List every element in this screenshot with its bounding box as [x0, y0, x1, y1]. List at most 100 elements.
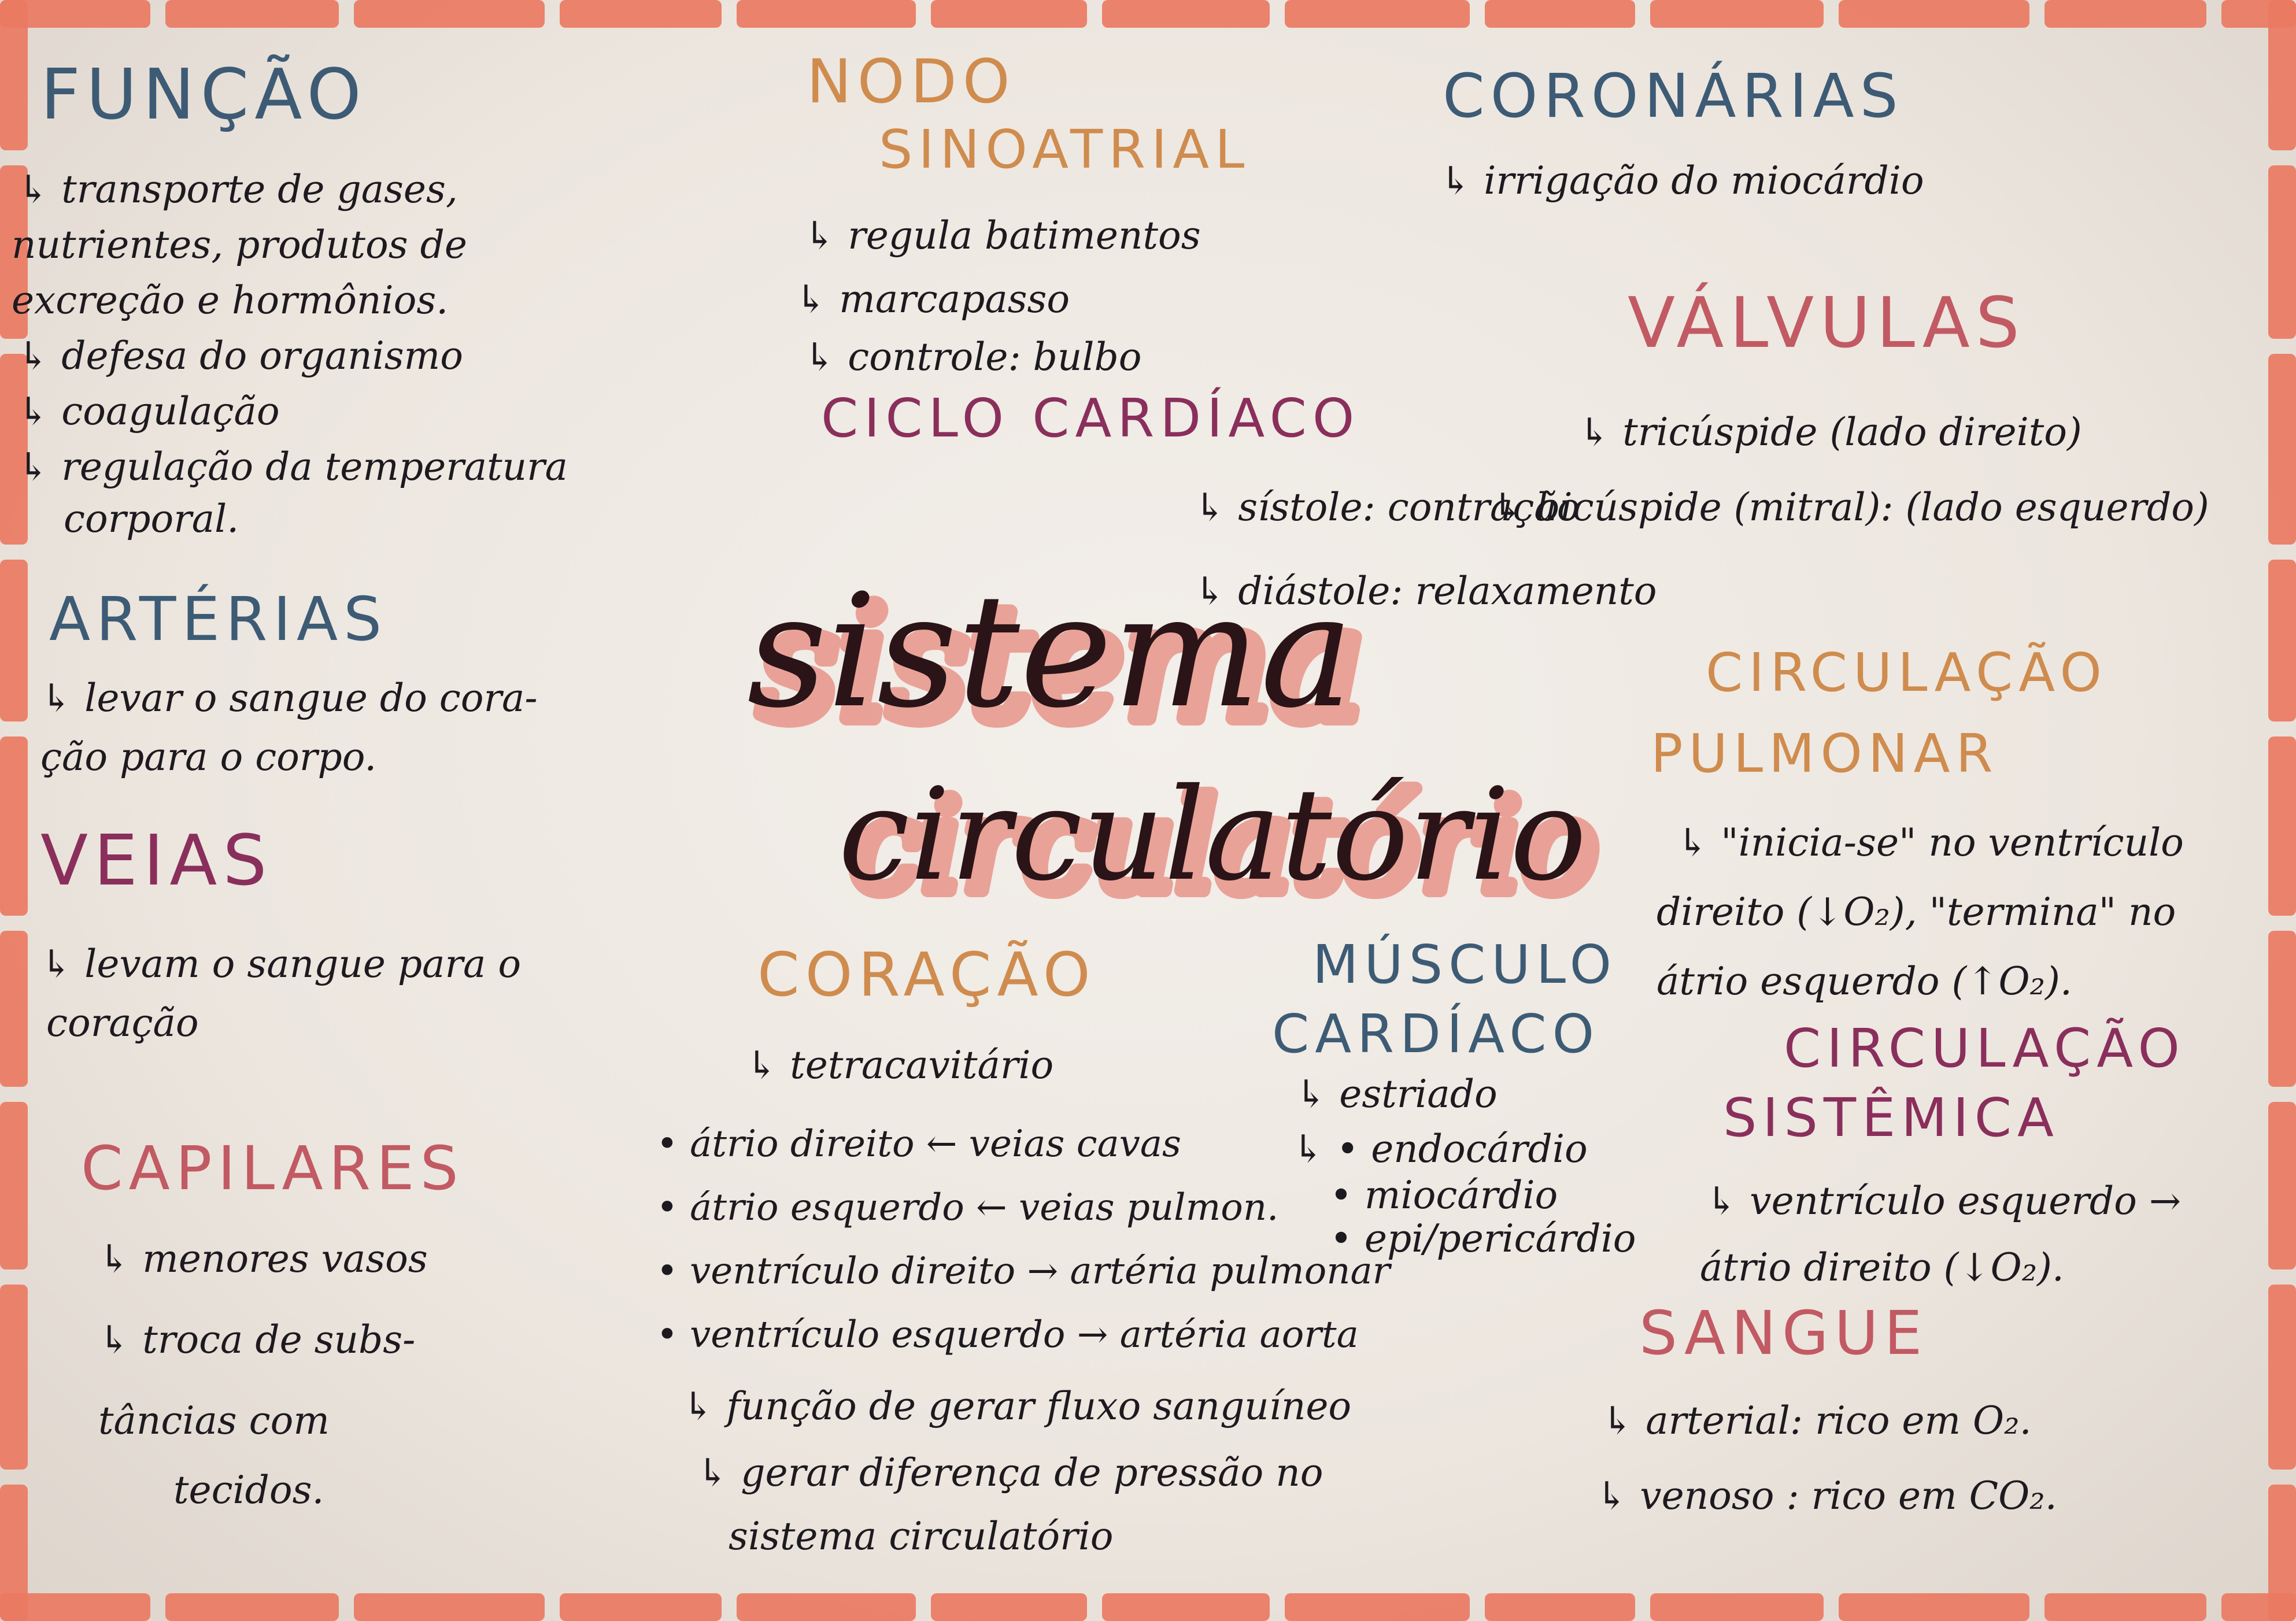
border-segment: [1650, 0, 1824, 28]
title-line2: circulatório: [838, 761, 1587, 909]
border-segment: [1102, 1593, 1270, 1621]
border-bottom: [0, 1593, 2296, 1621]
border-segment: [2268, 1485, 2296, 1621]
border-segment: [0, 931, 28, 1087]
heading-musculo: MÚSCULO: [1312, 934, 1618, 995]
heading-sangue: SANGUE: [1639, 1298, 1928, 1368]
border-segment: [931, 1593, 1087, 1621]
heading-coronarias: CORONÁRIAS: [1443, 61, 1904, 131]
musculo-line-4: • epi/pericárdio: [1330, 1216, 1636, 1261]
border-segment: [2268, 354, 2296, 545]
border-segment: [2268, 0, 2296, 150]
border-segment: [2268, 560, 2296, 721]
ciclo-line-2: ↳ diástole: relaxamento: [1194, 569, 1657, 613]
coracao-sub-2: ↳ gerar diferença de pressão no: [697, 1450, 1323, 1495]
pulmonar-line-2: direito (↓O₂), "termina" no: [1657, 890, 2176, 934]
border-segment: [560, 0, 722, 28]
border-segment: [1485, 0, 1635, 28]
border-segment: [931, 0, 1087, 28]
title-line1: sistema: [747, 567, 1354, 742]
border-segment: [2044, 0, 2206, 28]
nodo-line-2: ↳ marcapasso: [795, 277, 1070, 321]
valvulas-line-2: ↳ bicúspide (mitral): (lado esquerdo): [1492, 485, 2209, 530]
border-segment: [0, 1285, 28, 1470]
heading-ciclo-cardiaco: CICLO CARDÍACO: [821, 387, 1360, 449]
border-segment: [0, 1102, 28, 1270]
coracao-line-1: ↳ tetracavitário: [746, 1043, 1054, 1087]
funcao-line-5: ↳ coagulação: [17, 389, 280, 434]
funcao-line-6: ↳ regulação da temperatura: [17, 445, 568, 489]
border-segment: [0, 0, 28, 150]
border-segment: [0, 737, 28, 916]
border-left: [0, 0, 28, 1621]
heading-sinoatrial: SINOATRIAL: [879, 119, 1251, 180]
coronarias-line-1: ↳ irrigação do miocárdio: [1440, 158, 1924, 203]
valvulas-line-1: ↳ tricúspide (lado direito): [1578, 410, 2082, 454]
border-segment: [0, 560, 28, 721]
border-segment: [2268, 1102, 2296, 1270]
musculo-line-1: ↳ estriado: [1295, 1072, 1498, 1116]
coracao-bullet-4: • ventrículo esquerdo → artéria aorta: [656, 1313, 1359, 1356]
heading-funcao: FUNÇÃO: [40, 55, 367, 135]
border-segment: [165, 0, 339, 28]
border-segment: [1839, 1593, 2029, 1621]
border-right: [2268, 0, 2296, 1621]
coracao-bullet-1: • átrio direito ← veias cavas: [656, 1123, 1181, 1165]
heading-circulacao-sistemica-2: SISTÊMICA: [1723, 1087, 2060, 1149]
capilares-line-1: ↳ menores vasos: [98, 1237, 428, 1281]
border-top: [0, 0, 2296, 28]
ciclo-line-1: ↳ sístole: contração: [1194, 485, 1580, 530]
border-segment: [560, 1593, 722, 1621]
border-segment: [737, 0, 916, 28]
funcao-line-4: ↳ defesa do organismo: [17, 334, 463, 378]
pulmonar-line-3: átrio esquerdo (↑O₂).: [1657, 959, 2072, 1004]
arterias-line-1: ↳ levar o sangue do cora-: [40, 676, 538, 720]
heading-veias: VEIAS: [40, 821, 273, 901]
border-segment: [2268, 931, 2296, 1087]
border-segment: [0, 165, 28, 339]
heading-arterias: ARTÉRIAS: [49, 584, 388, 654]
title-line1-shadow: sistema: [759, 573, 1365, 755]
veias-line-2: coração: [46, 1001, 199, 1045]
border-segment: [0, 1485, 28, 1621]
border-segment: [354, 1593, 545, 1621]
capilares-line-2: ↳ troca de subs-: [98, 1317, 416, 1362]
sistemica-line-2: átrio direito (↓O₂).: [1700, 1245, 2064, 1290]
border-segment: [737, 1593, 916, 1621]
funcao-line-2: nutrientes, produtos de: [12, 223, 467, 267]
coracao-sub-3: sistema circulatório: [729, 1514, 1114, 1559]
heading-coracao: CORAÇÃO: [757, 939, 1096, 1010]
border-segment: [2268, 1285, 2296, 1470]
heading-circulacao-pulmonar-1: CIRCULAÇÃO: [1706, 642, 2108, 704]
arterias-line-2: ção para o corpo.: [40, 735, 377, 779]
coracao-sub-1: ↳ função de gerar fluxo sanguíneo: [682, 1384, 1352, 1428]
coracao-bullet-2: • átrio esquerdo ← veias pulmon.: [656, 1186, 1279, 1229]
heading-circulacao-sistemica-1: CIRCULAÇÃO: [1784, 1017, 2186, 1079]
title-line2-shadow: circulatório: [850, 772, 1598, 920]
border-segment: [354, 0, 545, 28]
capilares-line-4: tecidos.: [173, 1468, 324, 1512]
heading-valvulas: VÁLVULAS: [1628, 283, 2025, 364]
musculo-line-3: • miocárdio: [1330, 1173, 1558, 1217]
veias-line-1: ↳ levam o sangue para o: [40, 942, 522, 986]
sangue-line-1: ↳ arterial: rico em O₂.: [1602, 1398, 2032, 1443]
nodo-line-3: ↳ controle: bulbo: [804, 335, 1142, 379]
border-segment: [2044, 1593, 2206, 1621]
border-segment: [1102, 0, 1270, 28]
border-segment: [2268, 737, 2296, 916]
border-segment: [0, 354, 28, 545]
funcao-line-3: excreção e hormônios.: [12, 278, 449, 323]
heading-nodo: NODO: [807, 46, 1016, 117]
border-segment: [1285, 1593, 1470, 1621]
border-segment: [1839, 0, 2029, 28]
sistemica-line-1: ↳ ventrículo esquerdo →: [1706, 1179, 2182, 1223]
nodo-line-1: ↳ regula batimentos: [804, 213, 1201, 258]
border-segment: [2268, 165, 2296, 339]
coracao-bullet-3: • ventrículo direito → artéria pulmonar: [656, 1250, 1391, 1293]
border-segment: [1285, 0, 1470, 28]
heading-circulacao-pulmonar-2: PULMONAR: [1651, 723, 1999, 784]
pulmonar-line-1: ↳ "inicia-se" no ventrículo: [1677, 820, 2184, 865]
heading-cardiaco: CARDÍACO: [1272, 1003, 1600, 1065]
funcao-line-1: ↳ transporte de gases,: [17, 167, 458, 212]
main-title-art: sistema sistema circulatório circulatóri…: [747, 567, 1605, 927]
